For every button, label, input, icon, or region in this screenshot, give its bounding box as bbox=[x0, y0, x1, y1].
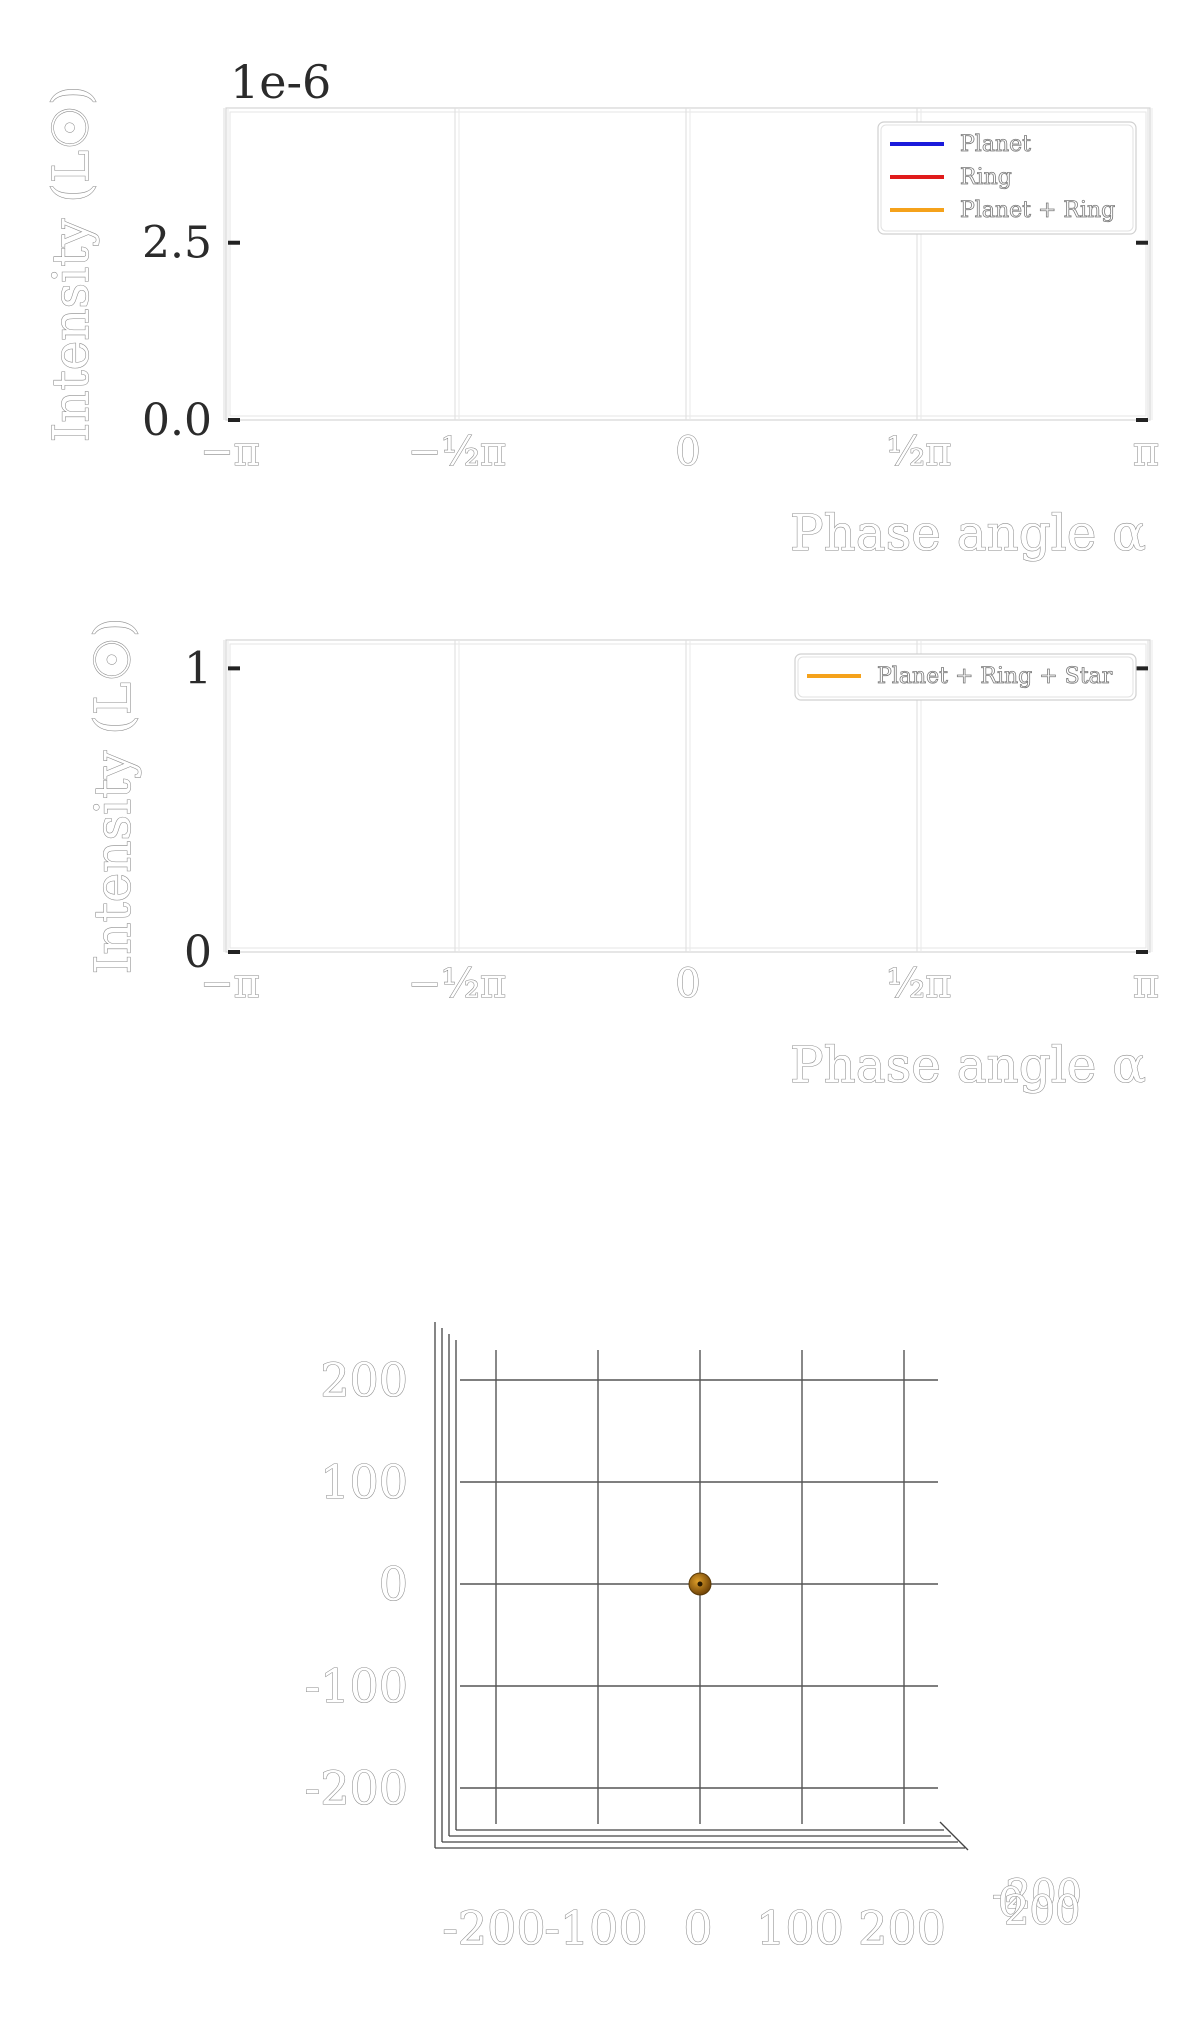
x-tick-label: 0 bbox=[683, 1901, 712, 1955]
y-axis-label: Intensity (L☉) bbox=[42, 86, 100, 443]
x-tick-label: π bbox=[1133, 429, 1159, 475]
y-tick-label: -100 bbox=[305, 1659, 408, 1713]
x-tick-label: −½π bbox=[408, 429, 507, 475]
x-tick-label: -100 bbox=[544, 1901, 647, 1955]
y-tick-label: 100 bbox=[320, 1455, 408, 1509]
x-tick-label: -200 bbox=[442, 1901, 545, 1955]
x-tick-label: ½π bbox=[886, 961, 951, 1007]
y-tick-label: 200 bbox=[320, 1353, 408, 1407]
axes-frame bbox=[225, 107, 1151, 421]
legend: Planet Ring Planet + Ring bbox=[877, 121, 1137, 235]
axes-frame bbox=[225, 639, 1151, 953]
legend-box-inner bbox=[797, 656, 1134, 698]
x-tick-label: 100 bbox=[756, 1901, 844, 1955]
z-tick-label: -200 bbox=[992, 1872, 1082, 1918]
y-tick-label: 2.5 bbox=[142, 218, 212, 269]
x-tick-label: ½π bbox=[886, 429, 951, 475]
x-axis-label: Phase angle α bbox=[790, 504, 1146, 562]
legend: Planet + Ring + Star bbox=[794, 653, 1137, 701]
x-tick-label: −π bbox=[200, 429, 260, 475]
x-tick-label: π bbox=[1133, 961, 1159, 1007]
z-tick-label: 0 bbox=[998, 1880, 1023, 1926]
y-tick-label: 0 bbox=[184, 927, 212, 978]
x-axis-label: Phase angle α bbox=[790, 1036, 1146, 1094]
y-tick-label: 1 bbox=[184, 643, 212, 694]
legend-label: Planet + Ring + Star bbox=[877, 664, 1113, 689]
x-tick-label: −½π bbox=[408, 961, 507, 1007]
x-tick-label: 0 bbox=[675, 429, 700, 475]
y-tick-label: 0 bbox=[379, 1557, 408, 1611]
pane-edge-corner bbox=[939, 1821, 969, 1851]
y-axis-label: Intensity (L☉) bbox=[84, 618, 142, 975]
x-tick-label: 0 bbox=[675, 961, 700, 1007]
legend-label: Planet + Ring bbox=[960, 198, 1115, 223]
y-tick-label: -200 bbox=[305, 1761, 408, 1815]
x-tick-label: −π bbox=[200, 961, 260, 1007]
legend-box bbox=[877, 121, 1137, 235]
x-tick-label: 200 bbox=[858, 1901, 946, 1955]
axis-multiplier: 1e-6 bbox=[230, 55, 331, 109]
light-curve-chart-total: −π −½π 0 ½π π 0 1 Phase angle α Intensity (L☉) Pl… bbox=[83, 617, 1159, 1094]
legend-label: Planet bbox=[960, 132, 1031, 157]
star-point bbox=[697, 1581, 703, 1587]
axes-frame-inner bbox=[229, 111, 1147, 417]
z-tick-label: 200 bbox=[1004, 1888, 1080, 1934]
light-curve-chart-planet-ring: −π −½π 0 ½π π 0.0 2.5 1e-6 Phase angle α Intensit… bbox=[41, 55, 1159, 563]
legend-label: Ring bbox=[960, 165, 1012, 190]
axes-frame-inner bbox=[229, 643, 1147, 949]
legend-box-inner bbox=[880, 124, 1134, 232]
y-tick-label: 0.0 bbox=[142, 395, 212, 446]
legend-box bbox=[794, 653, 1137, 701]
